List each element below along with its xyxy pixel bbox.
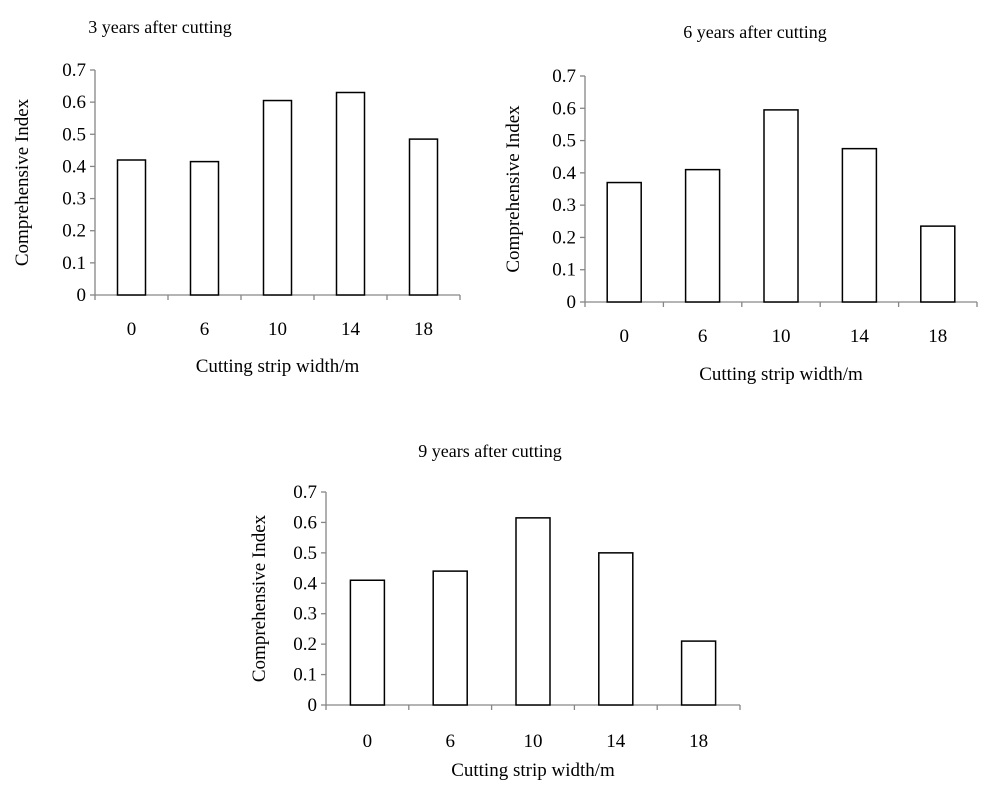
- y-tick-label: 0.5: [293, 543, 317, 564]
- chart-3-years-after-cutting: 3 years after cutting Comprehensive Index…: [0, 0, 470, 385]
- y-tick-label: 0.3: [293, 604, 317, 625]
- x-tick-label: 0: [619, 326, 629, 347]
- bar-0: [349, 579, 386, 706]
- chart-title: 3 years after cutting: [88, 17, 231, 37]
- bar-10: [515, 517, 551, 706]
- y-tick-label: 0.7: [293, 482, 317, 503]
- y-tick-label: 0.4: [293, 573, 317, 594]
- y-tick-label: 0: [308, 695, 318, 716]
- x-tick-label: 10: [524, 731, 543, 752]
- y-tick-label: 0.6: [293, 512, 317, 533]
- x-tick-label: 18: [689, 731, 708, 752]
- x-axis-label: Cutting strip width/m: [451, 760, 615, 781]
- x-tick-label: 0: [127, 319, 137, 340]
- y-tick-label: 0.5: [552, 131, 576, 152]
- x-tick-label: 18: [928, 326, 947, 347]
- chart-title: 6 years after cutting: [683, 22, 826, 42]
- y-tick-label: 0.6: [62, 92, 86, 113]
- chart-9-years-after-cutting: 9 years after cutting Comprehensive Index…: [240, 420, 760, 782]
- bar-10: [262, 99, 293, 296]
- y-tick-label: 0.2: [62, 221, 86, 242]
- chart-svg: 9 years after cutting Comprehensive Index…: [249, 441, 741, 781]
- bar-14: [841, 147, 878, 303]
- bar-18: [408, 138, 439, 296]
- x-tick-label: 0: [363, 731, 373, 752]
- x-tick-label: 6: [698, 326, 708, 347]
- bar-0: [116, 159, 147, 296]
- y-tick-label: 0.3: [552, 195, 576, 216]
- bar-14: [598, 552, 634, 706]
- y-tick-label: 0.2: [552, 227, 576, 248]
- x-tick-label: 14: [606, 731, 626, 752]
- y-tick-label: 0.1: [552, 260, 576, 281]
- bar-6: [684, 168, 721, 303]
- x-tick-label: 6: [445, 731, 455, 752]
- y-tick-label: 0.4: [62, 156, 86, 177]
- y-tick-label: 0.2: [293, 634, 317, 655]
- x-tick-label: 10: [268, 319, 287, 340]
- x-tick-label: 18: [414, 319, 433, 340]
- x-tick-label: 6: [200, 319, 210, 340]
- y-tick-label: 0.3: [62, 189, 86, 210]
- bar-18: [680, 640, 717, 706]
- y-tick-label: 0.4: [552, 163, 576, 184]
- y-tick-label: 0.6: [552, 98, 576, 119]
- y-tick-label: 0.5: [62, 124, 86, 145]
- bar-18: [920, 225, 956, 303]
- bar-0: [606, 181, 642, 303]
- x-axis-label: Cutting strip width/m: [699, 364, 863, 385]
- chart-svg: 6 years after cutting Comprehensive Index…: [503, 22, 978, 385]
- x-axis-label: Cutting strip width/m: [196, 356, 360, 377]
- chart-6-years-after-cutting: 6 years after cutting Comprehensive Index…: [495, 0, 993, 385]
- bar-6: [189, 160, 220, 296]
- chart-title: 9 years after cutting: [418, 441, 561, 461]
- y-axis-label: Comprehensive Index: [249, 514, 270, 682]
- y-axis-label: Comprehensive Index: [12, 98, 33, 266]
- y-tick-label: 0: [567, 292, 577, 313]
- x-tick-label: 10: [772, 326, 791, 347]
- bar-10: [763, 109, 799, 303]
- chart-svg: 3 years after cutting Comprehensive Index…: [12, 17, 461, 377]
- x-tick-label: 14: [850, 326, 870, 347]
- bar-14: [335, 91, 366, 296]
- y-tick-label: 0.7: [62, 60, 86, 81]
- y-tick-label: 0.7: [552, 66, 576, 87]
- bar-6: [432, 570, 468, 706]
- x-tick-label: 14: [341, 319, 361, 340]
- y-tick-label: 0.1: [62, 253, 86, 274]
- y-tick-label: 0.1: [293, 665, 317, 686]
- y-axis-label: Comprehensive Index: [503, 105, 524, 273]
- y-tick-label: 0: [77, 285, 87, 306]
